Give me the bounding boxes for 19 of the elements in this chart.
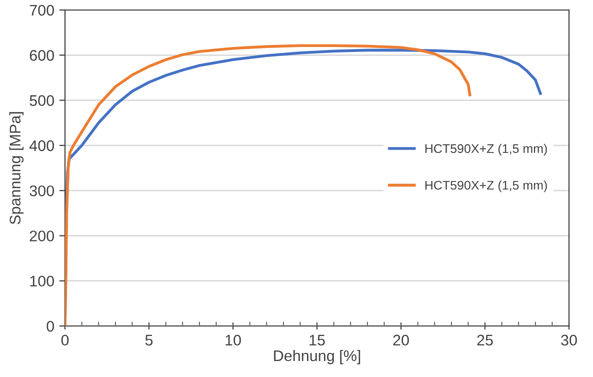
- y-tick-label: 400: [29, 140, 54, 152]
- x-tick-label: 30: [561, 334, 577, 346]
- x-axis-title: Dehnung [%]: [274, 350, 360, 364]
- x-tick-label: 15: [310, 334, 325, 346]
- y-tick-label: 300: [30, 185, 54, 196]
- legend-label: HCT590X+Z (1,5 mm): [425, 180, 547, 192]
- x-tick-label: 0: [61, 334, 69, 346]
- y-tick-label: 500: [30, 95, 54, 106]
- y-tick-label: 100: [30, 276, 54, 287]
- legend-label: HCT590X+Z (1,5 mm): [425, 144, 547, 156]
- y-axis-title: Spannung [MPa]: [9, 112, 24, 224]
- y-tick-label: 600: [30, 50, 54, 61]
- x-tick-label: 5: [145, 334, 153, 346]
- x-tick-label: 20: [393, 334, 409, 346]
- x-tick-label: 10: [226, 334, 241, 346]
- y-tick-label: 700: [30, 4, 54, 16]
- y-tick-label: 0: [46, 320, 54, 332]
- x-tick-label: 25: [477, 334, 493, 346]
- y-tick-label: 200: [30, 230, 54, 242]
